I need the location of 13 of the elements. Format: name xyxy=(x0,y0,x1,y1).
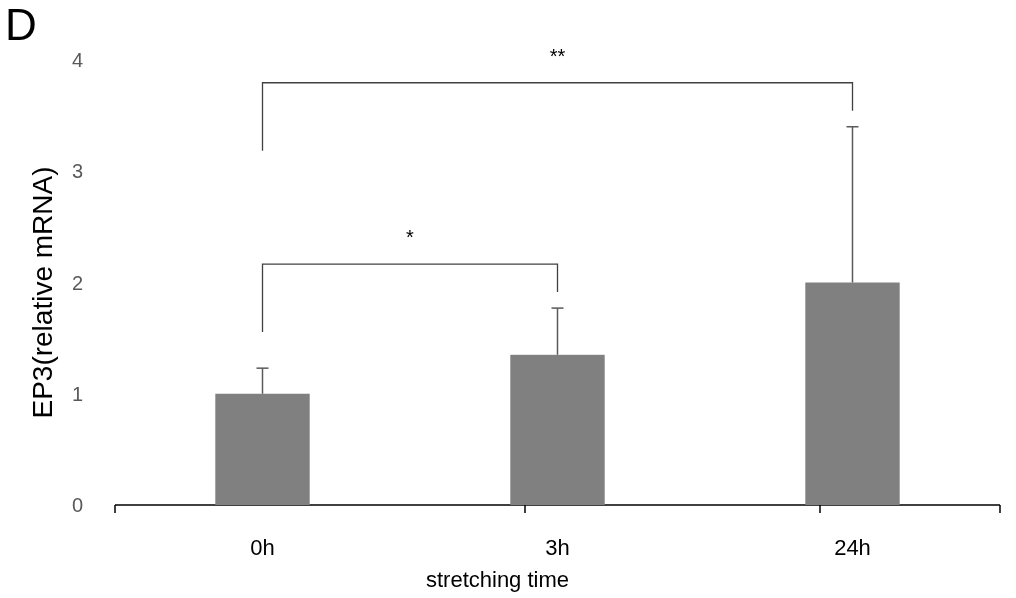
x-axis-title: stretching time xyxy=(425,567,570,592)
x-tick-label: 24h xyxy=(834,535,871,560)
x-tick-label: 3h xyxy=(545,535,570,560)
annotation: * xyxy=(406,226,415,249)
y-tick-label: 3 xyxy=(71,160,83,183)
y-tick-label: 1 xyxy=(71,382,83,405)
annotation: ** xyxy=(549,44,566,67)
x-tick-label: 0h xyxy=(250,535,275,560)
chart-title: D xyxy=(5,0,37,49)
y-tick-label: 2 xyxy=(71,271,83,294)
y-tick-label: 4 xyxy=(71,49,83,71)
y-tick-label: 0 xyxy=(71,494,83,516)
y-axis-title: EP3(relative mRNA) xyxy=(27,166,58,419)
